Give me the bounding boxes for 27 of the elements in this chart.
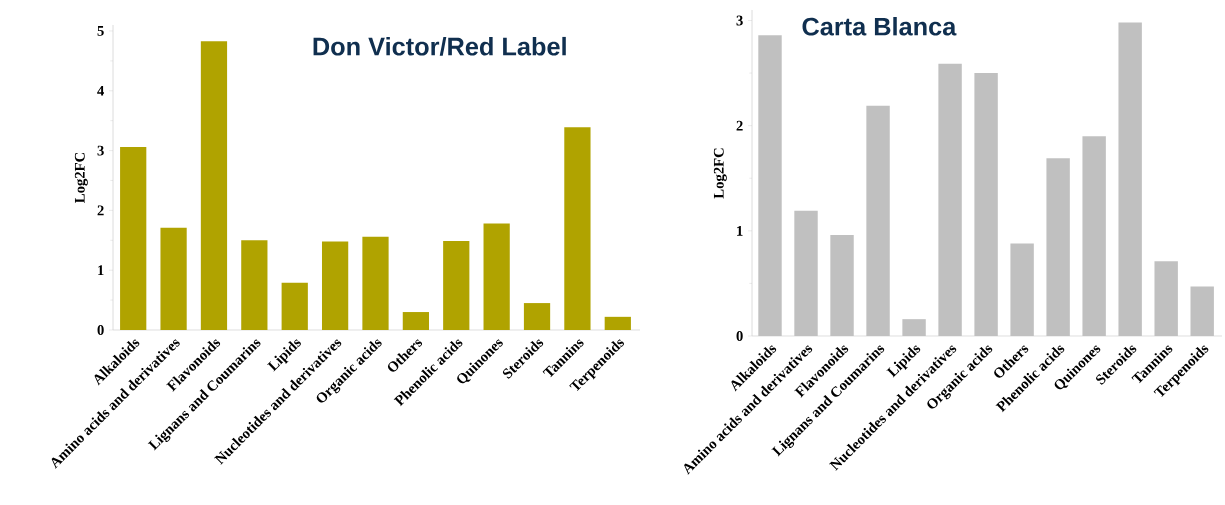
y-tick-label: 0 xyxy=(97,325,104,335)
bar xyxy=(523,303,551,330)
bar xyxy=(160,227,187,330)
bar xyxy=(200,41,228,330)
y-tick-label: 0 xyxy=(736,331,743,341)
bar xyxy=(564,127,591,330)
y-tick-label: 2 xyxy=(97,205,104,216)
y-tick-label: 4 xyxy=(97,85,105,96)
bar xyxy=(443,240,470,330)
bar xyxy=(604,316,631,330)
y-tick-label: 2 xyxy=(736,120,743,131)
bar xyxy=(402,312,430,330)
y-tick-label: 1 xyxy=(98,265,104,276)
y-tick-label: 3 xyxy=(97,145,104,156)
y-tick-label: 1 xyxy=(737,225,743,236)
bar xyxy=(483,223,510,330)
bar xyxy=(321,241,349,330)
bar xyxy=(241,240,268,330)
y-tick-label: 3 xyxy=(736,15,743,26)
y-axis-title: Log2FC xyxy=(713,148,727,199)
chart-title: Carta Blanca xyxy=(802,16,957,36)
bar xyxy=(120,146,147,330)
y-tick-label: 5 xyxy=(97,26,104,36)
bar xyxy=(362,236,389,330)
y-axis-title: Log2FC xyxy=(74,152,88,203)
chart-title: Don Victor/Red Label xyxy=(313,36,566,56)
bar xyxy=(281,282,308,330)
